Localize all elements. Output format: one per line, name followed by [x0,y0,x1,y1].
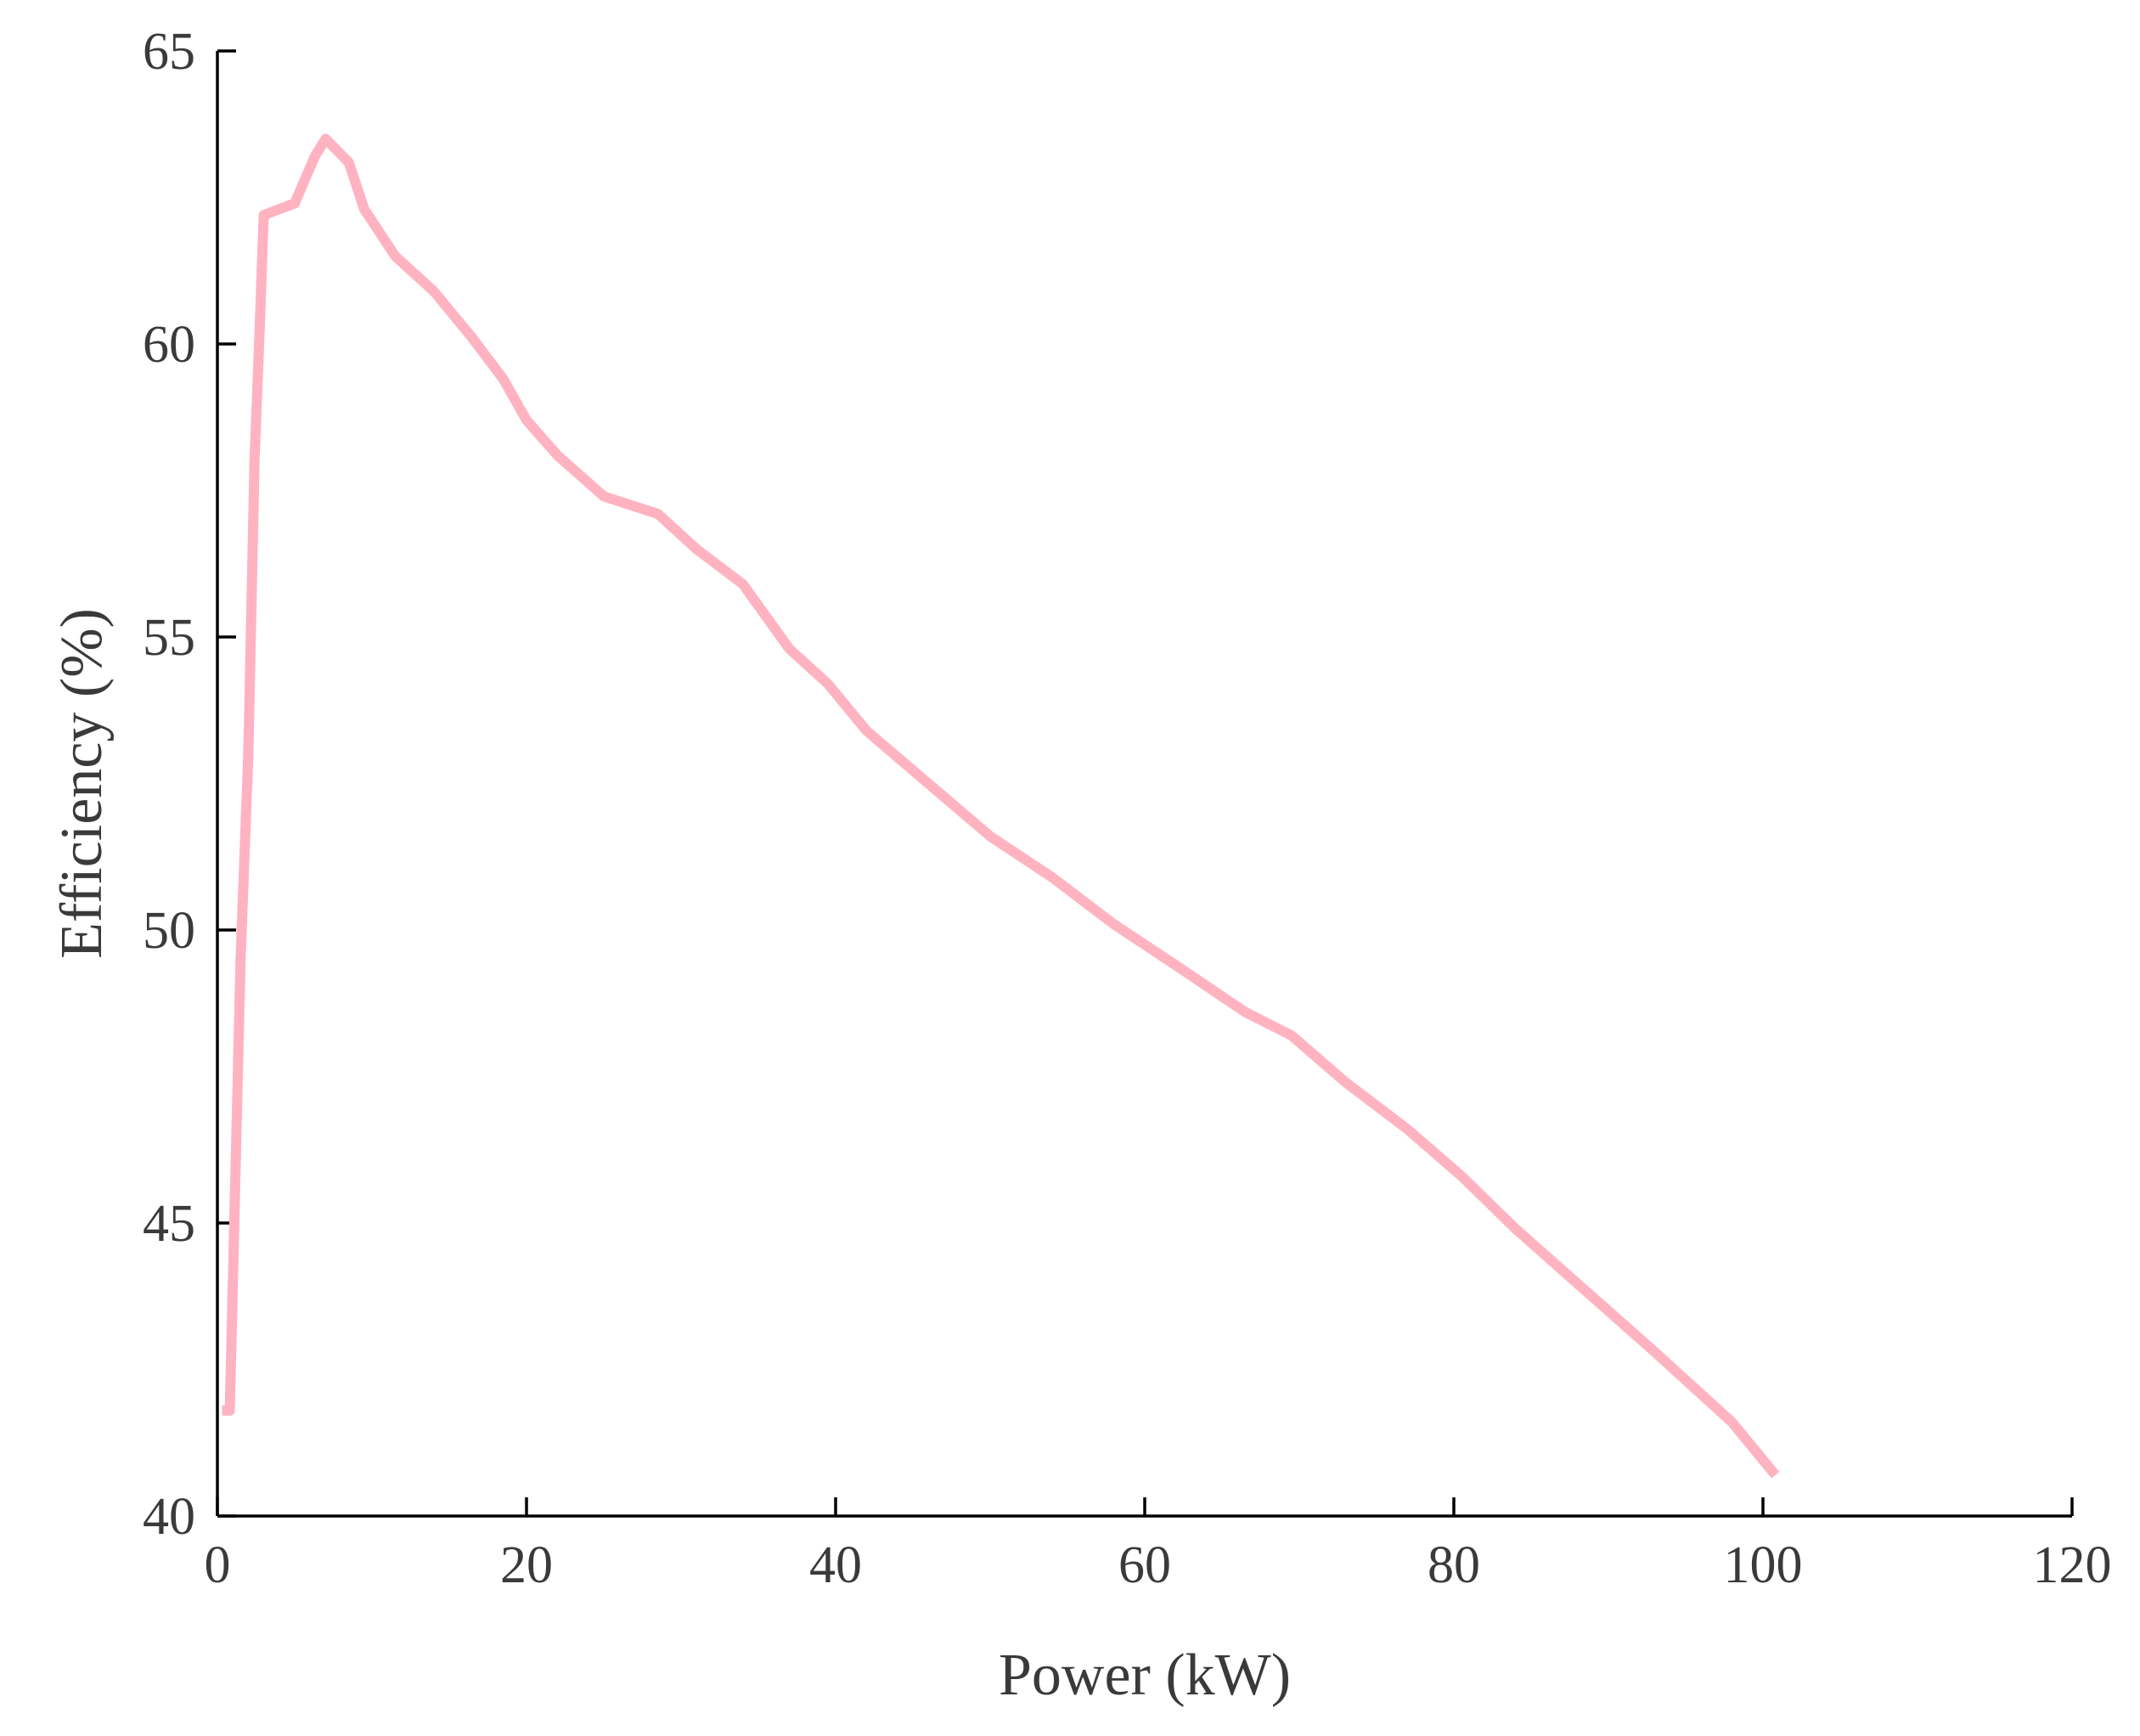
axes [216,51,2072,1518]
x-tick-label: 100 [1724,1536,1803,1594]
x-tick-label: 40 [809,1536,862,1594]
x-tick-label: 0 [205,1536,231,1594]
y-tick-label: 40 [143,1488,195,1546]
y-tick-label: 60 [143,316,195,374]
x-tick-label: 60 [1118,1536,1171,1594]
y-tick-label: 65 [143,23,195,81]
y-tick-label: 50 [143,902,195,960]
x-ticks: 0 20 40 60 80 100 120 [205,1497,2112,1594]
series-layer [222,133,1780,1479]
y-tick-label: 55 [143,609,195,667]
x-axis-title: Power (kW) [999,1643,1291,1708]
x-tick-label: 120 [2033,1536,2112,1594]
efficiency-line [222,133,1780,1479]
y-ticks: 40 45 50 55 60 65 [143,23,236,1546]
x-tick-label: 20 [500,1536,553,1594]
y-axis-title: Efficiency (%) [49,608,115,959]
y-tick-label: 45 [143,1195,195,1253]
x-tick-label: 80 [1428,1536,1480,1594]
